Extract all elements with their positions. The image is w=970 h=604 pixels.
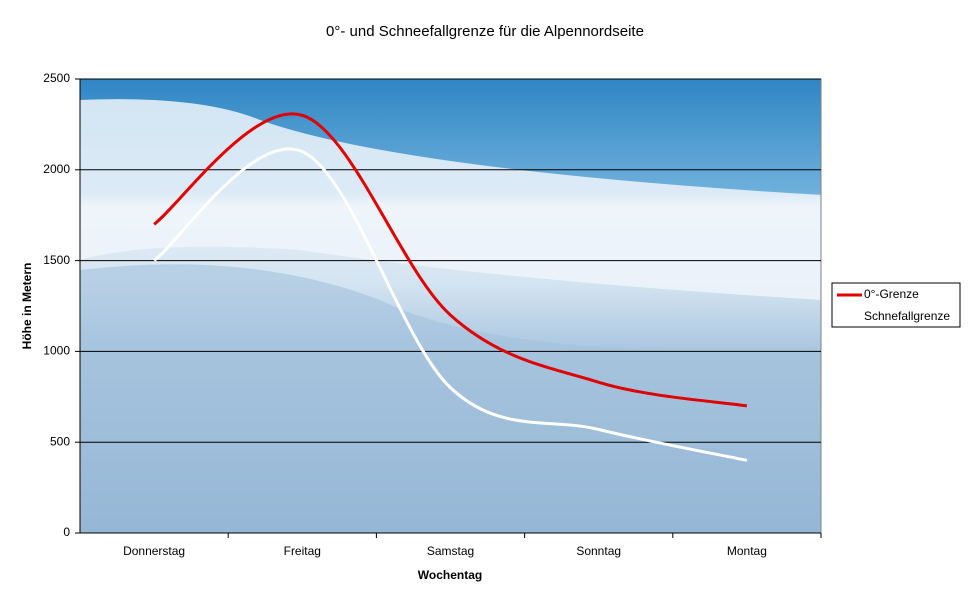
x-tick-label: Sonntag (576, 544, 621, 558)
x-tick-label: Freitag (284, 544, 321, 558)
x-axis-label: Wochentag (418, 568, 482, 582)
legend-label: Schnefallgrenze (864, 309, 950, 323)
legend (831, 282, 961, 328)
y-tick-label: 2500 (43, 71, 70, 85)
x-tick-label: Donnerstag (123, 544, 185, 558)
series-line (153, 112, 748, 408)
legend-label: 0°-Grenze (864, 287, 919, 301)
y-tick-label: 1500 (43, 253, 70, 267)
snow-shape (80, 264, 821, 533)
y-tick-label: 2000 (43, 162, 70, 176)
chart-title: 0°- und Schneefallgrenze für die Alpenno… (326, 23, 644, 40)
y-tick-label: 1000 (43, 344, 70, 358)
x-tick-label: Montag (727, 544, 767, 558)
series-line (153, 147, 748, 462)
x-tick-label: Samstag (427, 544, 474, 558)
y-axis-label: Höhe in Metern (20, 263, 34, 350)
y-tick-label: 0 (63, 525, 70, 539)
y-tick-label: 500 (50, 434, 70, 448)
snow-shape (80, 99, 821, 301)
